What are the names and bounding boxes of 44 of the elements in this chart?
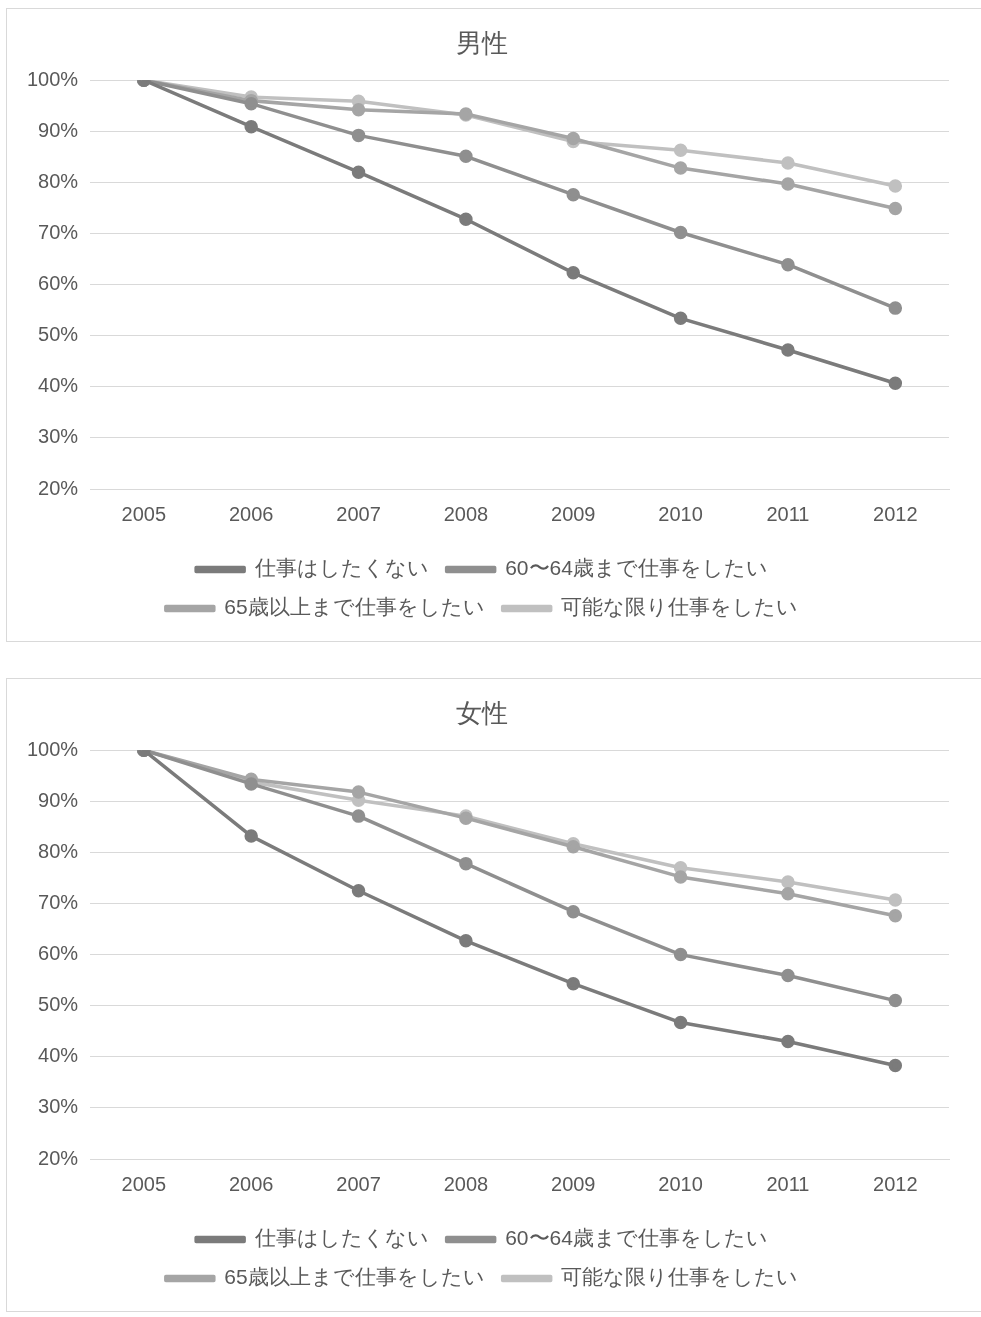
legend-label: 65歳以上まで仕事をしたい — [224, 1265, 485, 1289]
x-tick-label: 2006 — [228, 1172, 274, 1195]
chart-title: 男性 — [456, 27, 508, 58]
legend-label: 可能な限り仕事をしたい — [561, 595, 799, 619]
x-tick-label: 2009 — [551, 1172, 596, 1195]
legend-label: 可能な限り仕事をしたい — [561, 1265, 799, 1289]
chart-title: 女性 — [456, 697, 508, 728]
y-tick-label: 90% — [38, 788, 79, 811]
x-tick-label: 2008 — [443, 502, 489, 525]
x-tick-label: 2005 — [121, 1172, 167, 1195]
y-tick-label: 50% — [38, 993, 79, 1016]
x-tick-label: 2010 — [658, 1172, 703, 1195]
y-tick-label: 90% — [38, 118, 79, 141]
y-tick-label: 30% — [38, 1095, 79, 1118]
legend-label: 60〜64歳まで仕事をしたい — [505, 556, 768, 580]
y-tick-label: 100% — [27, 67, 79, 90]
x-tick-label: 2006 — [228, 502, 274, 525]
y-tick-label: 20% — [38, 1146, 79, 1169]
legend-label: 60〜64歳まで仕事をしたい — [505, 1226, 768, 1250]
legend-label: 仕事はしたくない — [253, 556, 429, 580]
x-tick-label: 2012 — [873, 1172, 918, 1195]
y-tick-label: 50% — [38, 323, 79, 346]
x-tick-label: 2008 — [443, 1172, 489, 1195]
y-tick-label: 30% — [38, 425, 79, 448]
x-tick-label: 2010 — [658, 502, 703, 525]
legend-label: 65歳以上まで仕事をしたい — [224, 595, 485, 619]
x-tick-label: 2009 — [551, 502, 596, 525]
x-tick-label: 2011 — [766, 1172, 810, 1195]
y-tick-label: 40% — [38, 374, 79, 397]
y-tick-label: 70% — [38, 891, 79, 914]
y-tick-label: 80% — [38, 169, 79, 192]
y-tick-label: 60% — [38, 942, 79, 965]
y-tick-label: 20% — [38, 476, 79, 499]
x-tick-label: 2011 — [766, 502, 810, 525]
y-tick-label: 60% — [38, 272, 79, 295]
x-tick-label: 2007 — [336, 502, 381, 525]
y-tick-label: 100% — [27, 737, 79, 760]
x-tick-label: 2012 — [873, 502, 918, 525]
y-tick-label: 80% — [38, 839, 79, 862]
x-tick-label: 2007 — [336, 1172, 381, 1195]
legend-label: 仕事はしたくない — [253, 1226, 429, 1250]
y-tick-label: 40% — [38, 1044, 79, 1067]
x-tick-label: 2005 — [121, 502, 167, 525]
y-tick-label: 70% — [38, 221, 79, 244]
